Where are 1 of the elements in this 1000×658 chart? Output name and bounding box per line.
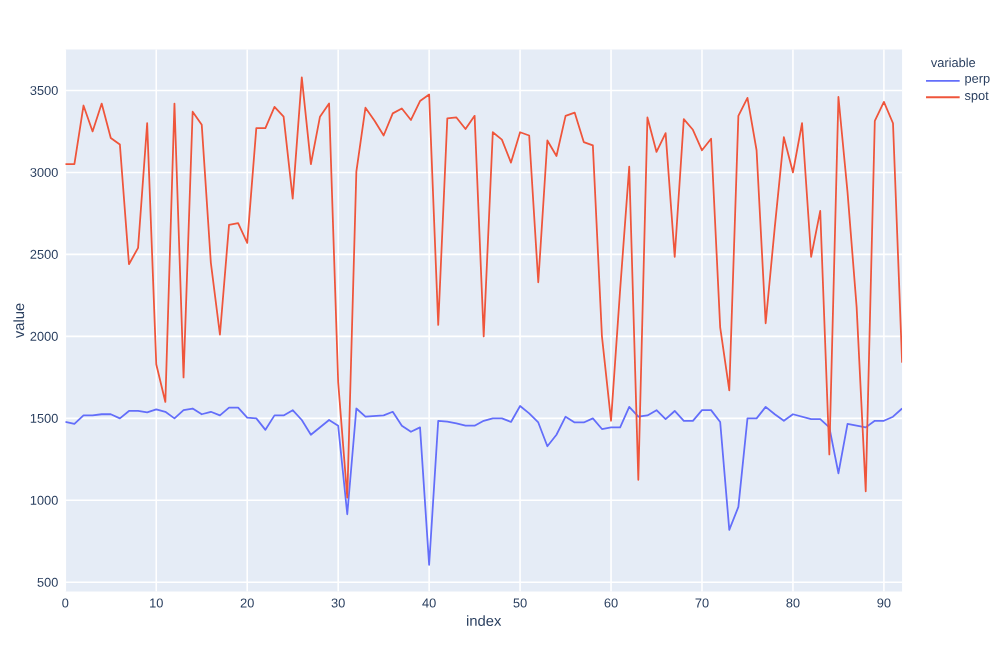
line-series — [65, 76, 903, 499]
